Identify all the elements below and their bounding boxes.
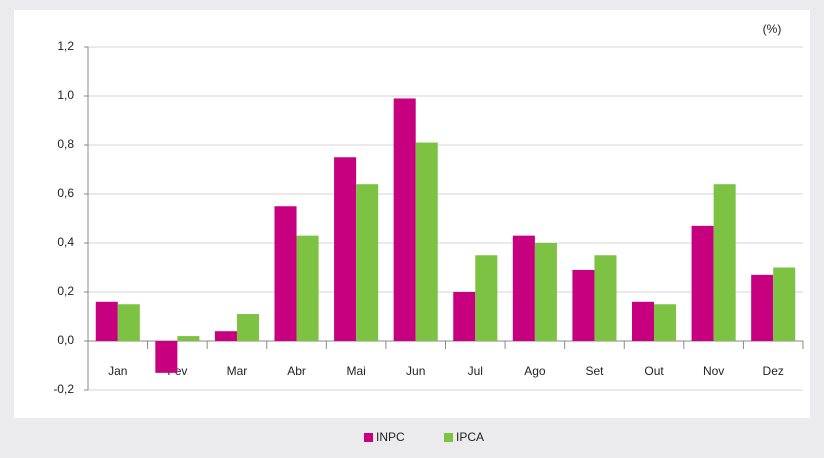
y-tick-label: 0,6 — [57, 186, 74, 200]
y-tick-label: 0,4 — [57, 235, 74, 249]
x-tick-label: Jul — [468, 364, 483, 378]
bar — [177, 336, 200, 341]
bar — [594, 255, 617, 341]
bar — [572, 269, 595, 341]
bar — [691, 225, 714, 341]
x-tick-label: Jan — [108, 364, 127, 378]
bar — [475, 255, 498, 341]
unit-annotation: (%) — [763, 22, 782, 36]
bar — [274, 206, 297, 341]
x-tick-label: Abr — [287, 364, 306, 378]
bar — [415, 142, 438, 341]
y-tick-label: -0,2 — [53, 382, 74, 396]
y-tick-label: 0,2 — [57, 284, 74, 298]
x-tick-label: Set — [585, 364, 604, 378]
y-tick-label: 1,2 — [57, 39, 74, 53]
bar — [393, 98, 416, 341]
x-tick-label: Jun — [406, 364, 425, 378]
bar — [214, 331, 237, 341]
legend-label: INPC — [376, 430, 405, 444]
bar — [751, 274, 774, 341]
x-tick-label: Mai — [346, 364, 365, 378]
legend-swatch — [444, 433, 453, 442]
x-tick-label: Ago — [524, 364, 546, 378]
y-tick-label: 0,0 — [57, 333, 74, 347]
y-tick-label: 1,0 — [57, 88, 74, 102]
bar — [713, 184, 736, 341]
bar — [296, 235, 319, 341]
bar — [334, 157, 357, 341]
y-tick-label: 0,8 — [57, 137, 74, 151]
bar — [117, 304, 140, 341]
legend-swatch — [364, 433, 373, 442]
bar — [236, 314, 260, 341]
bar — [631, 301, 655, 341]
x-tick-label: Out — [644, 364, 664, 378]
bar — [773, 267, 796, 341]
x-tick-label: Nov — [703, 364, 724, 378]
x-tick-label: Dez — [763, 364, 784, 378]
bar — [453, 292, 476, 341]
bar — [356, 184, 379, 341]
x-tick-label: Mar — [227, 364, 248, 378]
bar — [155, 341, 178, 373]
bar — [512, 235, 535, 341]
legend-label: IPCA — [456, 430, 484, 444]
bar — [95, 301, 118, 341]
bar — [534, 243, 557, 341]
bar — [654, 304, 677, 341]
